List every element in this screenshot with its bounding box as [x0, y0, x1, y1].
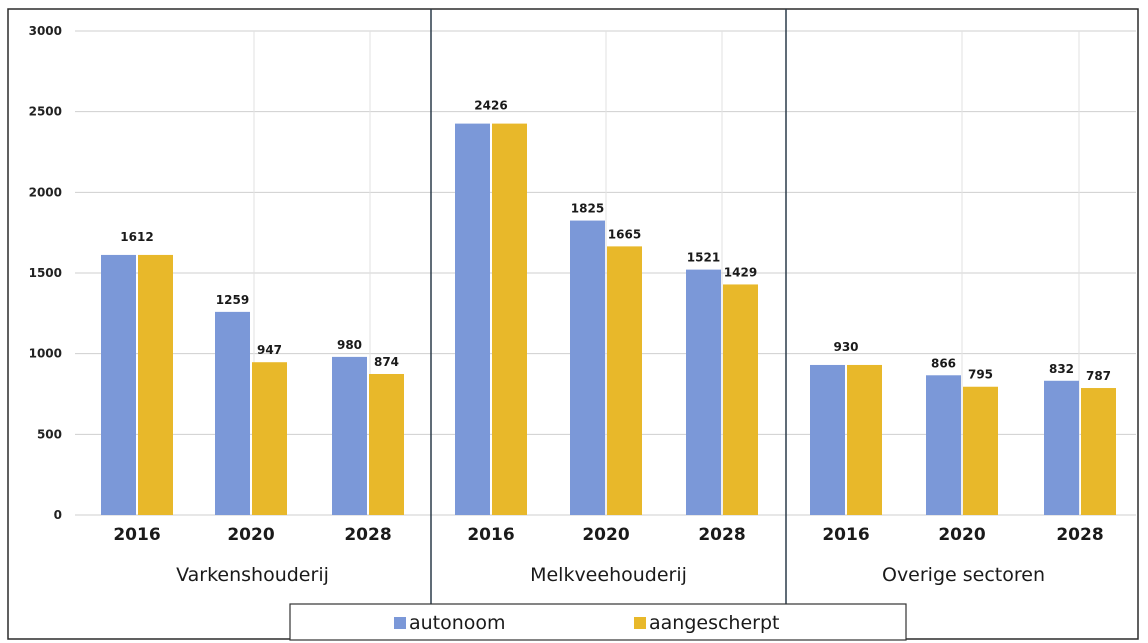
data-label: 1612 — [120, 230, 153, 244]
bar-autonoom-overige-sectoren-2020 — [926, 375, 961, 515]
y-tick-label: 500 — [37, 427, 62, 441]
bar-autonoom-overige-sectoren-2028 — [1044, 380, 1079, 515]
legend-label-autonoom: autonoom — [409, 612, 506, 634]
legend-swatch-autonoom — [394, 617, 406, 629]
group-label: Varkenshouderij — [176, 564, 329, 586]
bar-aangescherpt-overige-sectoren-2028 — [1081, 388, 1116, 515]
y-tick-label: 1000 — [29, 347, 62, 361]
x-tick-label: 2028 — [698, 525, 745, 545]
legend-box — [289, 603, 907, 641]
data-label: 947 — [257, 343, 282, 357]
data-label: 2426 — [474, 99, 507, 113]
data-label: 866 — [931, 356, 956, 370]
x-tick-label: 2016 — [467, 525, 514, 545]
x-tick-label: 2020 — [227, 525, 274, 545]
bar-autonoom-varkenshouderij-2016 — [101, 254, 136, 515]
bar-aangescherpt-overige-sectoren-2020 — [963, 386, 998, 515]
bar-autonoom-melkveehouderij-2028 — [686, 269, 721, 515]
group-label: Overige sectoren — [882, 564, 1045, 586]
y-axis: 0 500 1000 1500 2000 2500 3000 — [29, 24, 62, 522]
data-label: 980 — [337, 338, 362, 352]
x-tick-label: 2028 — [344, 525, 391, 545]
group-label: Melkveehouderij — [530, 564, 687, 586]
x-tick-label: 2020 — [582, 525, 629, 545]
y-tick-label: 3000 — [29, 24, 62, 38]
data-label: 1665 — [608, 227, 641, 241]
y-tick-label: 2000 — [29, 185, 62, 199]
data-label: 1429 — [724, 265, 757, 279]
data-label: 832 — [1049, 362, 1074, 376]
bar-aangescherpt-melkveehouderij-2016 — [492, 123, 527, 515]
x-axis: 2016 2020 2028 Varkenshouderij 2016 2020 2028 M… — [113, 525, 1103, 586]
data-label: 787 — [1086, 369, 1111, 383]
x-tick-label: 2016 — [822, 525, 869, 545]
bar-autonoom-melkveehouderij-2020 — [570, 220, 605, 516]
legend-label-aangescherpt: aangescherpt — [649, 612, 779, 634]
y-tick-label: 0 — [54, 508, 62, 522]
data-labels: 1612 1259 947 980 874 2426 1825 1665 1521 1429 930… — [120, 99, 1111, 383]
x-tick-label: 2016 — [113, 525, 160, 545]
y-tick-label: 2500 — [29, 105, 62, 119]
bar-autonoom-melkveehouderij-2016 — [455, 123, 490, 515]
legend: autonoom aangescherpt — [289, 603, 907, 641]
bar-aangescherpt-overige-sectoren-2016 — [847, 364, 882, 515]
bars — [101, 123, 1116, 516]
data-label: 795 — [968, 368, 993, 382]
data-label: 930 — [833, 340, 858, 354]
bar-autonoom-overige-sectoren-2016 — [810, 364, 845, 515]
bar-autonoom-varkenshouderij-2028 — [332, 356, 367, 515]
group-separators — [430, 9, 787, 604]
bar-autonoom-varkenshouderij-2020 — [215, 311, 250, 515]
bar-aangescherpt-melkveehouderij-2028 — [723, 284, 758, 515]
x-tick-label: 2020 — [938, 525, 985, 545]
data-label: 1521 — [687, 251, 720, 265]
y-tick-label: 1500 — [29, 266, 62, 280]
bar-aangescherpt-varkenshouderij-2016 — [138, 254, 173, 515]
legend-swatch-aangescherpt — [634, 617, 646, 629]
bar-aangescherpt-varkenshouderij-2028 — [369, 373, 404, 515]
data-label: 1825 — [571, 202, 604, 216]
bar-aangescherpt-melkveehouderij-2020 — [607, 246, 642, 515]
data-label: 874 — [374, 355, 399, 369]
x-tick-label: 2028 — [1056, 525, 1103, 545]
bar-aangescherpt-varkenshouderij-2020 — [252, 362, 287, 515]
data-label: 1259 — [216, 293, 249, 307]
